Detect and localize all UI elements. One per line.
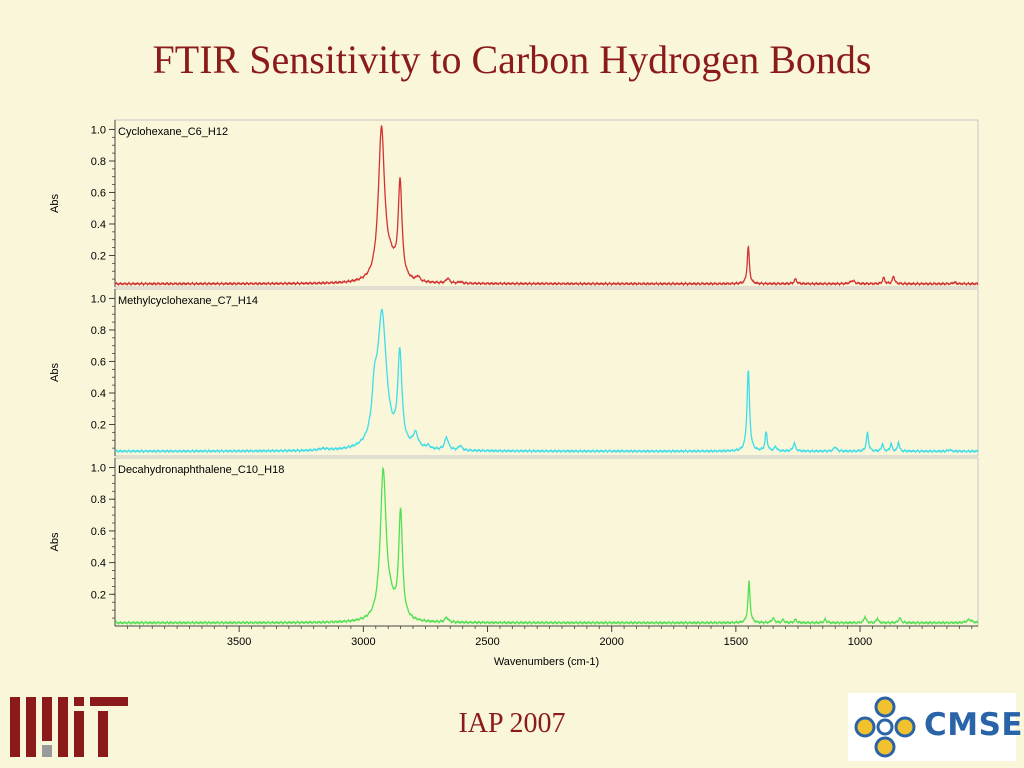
y-tick-label: 0.2 [91,250,106,262]
y-axis-label: Abs [49,532,61,551]
y-tick-label: 0.6 [91,526,106,538]
y-tick-label: 0.6 [91,356,106,368]
footer-text: IAP 2007 [458,708,566,739]
y-axis: 0.2 0.4 0.6 0.8 1.0 [91,463,115,619]
y-axis-label: Abs [49,194,61,213]
panel-label: Methylcyclohexane_C7_H14 [118,295,258,307]
spectrum-line [114,125,979,287]
x-tick-label: 2500 [475,636,499,648]
spectrum-line [114,308,979,454]
ftir-chart: 0.20.40.60.81.0AbsCyclohexane_C6_H120.20… [49,119,979,668]
x-tick-label: 1000 [848,636,872,648]
mit-logo-icon [10,697,128,757]
panel-1: 0.2 0.4 0.6 0.8 1.0 Abs Cyclohexane_C6_H12 [49,119,979,288]
y-axis: 0.2 0.4 0.6 0.8 1.0 [91,293,115,449]
x-tick-label: 1500 [724,636,748,648]
y-tick-label: 0.8 [91,494,106,506]
spectrum-line [114,466,979,626]
panel-2: 0.2 0.4 0.6 0.8 1.0 Abs Methylcyclohexane_C7_H… [49,288,979,457]
y-tick-label: 0.4 [91,558,106,570]
y-tick-label: 0.4 [91,219,106,231]
y-tick-label: 0.2 [91,589,106,601]
cmse-molecule-icon [854,696,916,758]
panel-label: Cyclohexane_C6_H12 [118,126,228,138]
y-tick-label: 0.8 [91,325,106,337]
x-axis: 3500 3000 2500 2000 1500 1000 Wavenumbers (cm-… [115,625,978,668]
y-axis: 0.2 0.4 0.6 0.8 1.0 [91,124,115,280]
x-tick-label: 3500 [227,636,251,648]
y-tick-label: 1.0 [91,463,106,475]
y-tick-label: 0.2 [91,419,106,431]
y-tick-label: 0.6 [91,187,106,199]
cmse-logo: CMSE [848,693,1023,761]
cmse-logo-text: CMSE [924,707,1024,743]
plot-area: 0.20.40.60.81.0AbsCyclohexane_C6_H120.20… [49,119,979,668]
slide-title: FTIR Sensitivity to Carbon Hydrogen Bond… [152,37,872,82]
panel-frame [114,457,979,627]
y-tick-label: 0.4 [91,388,106,400]
y-tick-label: 1.0 [91,293,106,305]
y-axis-label: Abs [49,363,61,382]
panel-3: 0.2 0.4 0.6 0.8 1.0 Abs Decahydronaphthalene_C… [49,457,979,627]
panel-label: Decahydronaphthalene_C10_H18 [118,464,284,476]
x-tick-label: 2000 [599,636,623,648]
x-axis-label: Wavenumbers (cm-1) [494,656,599,668]
y-tick-label: 1.0 [91,124,106,136]
panel-frame [114,119,979,288]
y-tick-label: 0.8 [91,156,106,168]
panel-frame [114,288,979,457]
x-tick-label: 3000 [351,636,375,648]
